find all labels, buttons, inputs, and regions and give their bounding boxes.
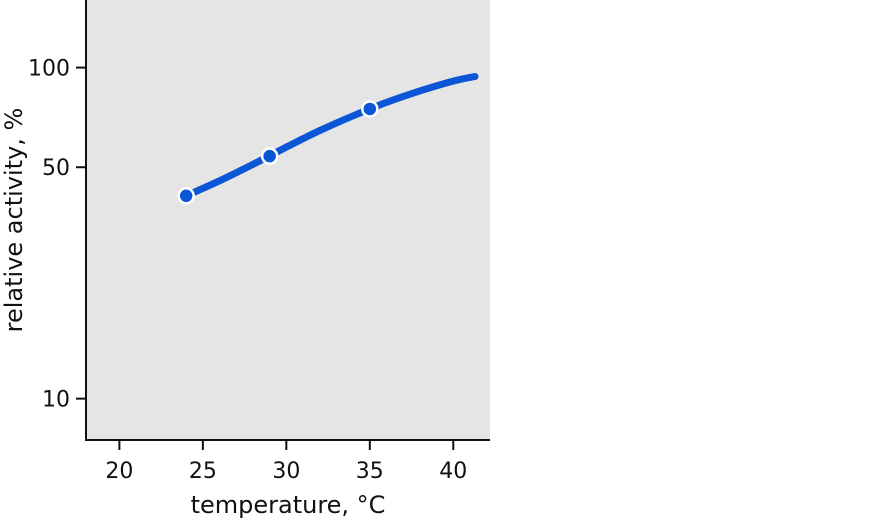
y-tick-label: 10 bbox=[42, 388, 70, 413]
x-tick-label: 30 bbox=[272, 459, 300, 484]
y-axis-label: relative activity, % bbox=[0, 108, 28, 333]
y-tick-label: 50 bbox=[42, 156, 70, 181]
data-markers bbox=[177, 100, 379, 205]
x-tick-label: 20 bbox=[105, 459, 133, 484]
x-tick-label: 25 bbox=[189, 459, 217, 484]
x-ticks: 20 25 30 35 40 bbox=[105, 440, 467, 484]
data-point bbox=[260, 147, 279, 165]
data-point bbox=[361, 100, 379, 118]
y-tick-label: 100 bbox=[28, 57, 70, 82]
data-point bbox=[177, 187, 195, 205]
x-tick-label: 35 bbox=[356, 459, 384, 484]
y-ticks: 10 50 100 bbox=[28, 57, 86, 413]
x-axis-label: temperature, °C bbox=[191, 491, 386, 519]
series-line bbox=[182, 73, 479, 200]
x-tick-label: 40 bbox=[439, 459, 467, 484]
plot-background bbox=[86, 0, 490, 440]
